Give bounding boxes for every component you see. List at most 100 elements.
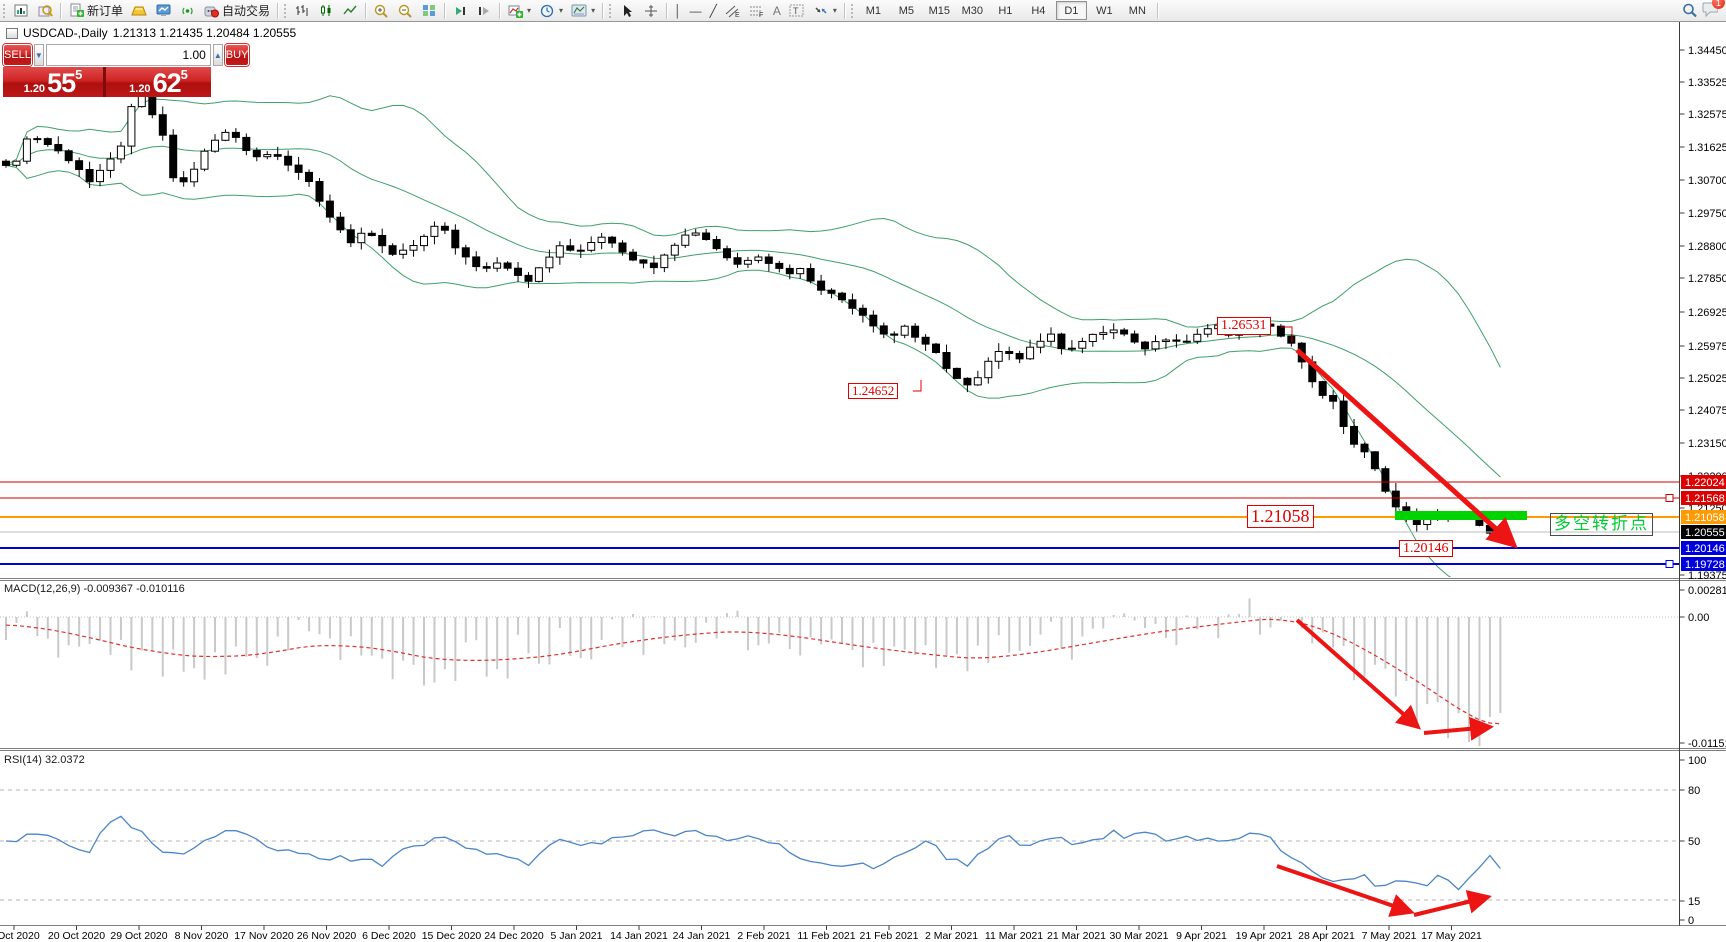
price-badge: [1681, 491, 1726, 505]
zoom-out-button[interactable]: [393, 1, 417, 20]
depth-of-market-button[interactable]: [151, 1, 175, 20]
buy-price-big: 62: [152, 68, 182, 98]
add-indicator-icon: [507, 3, 523, 19]
candlestick-chart-button[interactable]: [314, 1, 338, 20]
auto-scroll-icon: [452, 3, 468, 19]
signals-button[interactable]: [175, 1, 199, 20]
separator: [666, 2, 668, 19]
line-chart-button[interactable]: [338, 1, 362, 20]
support-zone[interactable]: [1395, 511, 1527, 520]
chart-window-icon: [13, 3, 29, 19]
chevron-down-icon: ▾: [591, 6, 596, 15]
crosshair-tool[interactable]: [639, 1, 663, 20]
periods-dropdown[interactable]: ▾: [535, 1, 567, 20]
macd-label: MACD(12,26,9) -0.009367 -0.010116: [4, 583, 185, 595]
sell-button[interactable]: SELL: [3, 44, 32, 66]
gold-ingot-icon: [131, 3, 147, 19]
price-label-120146[interactable]: 1.20146: [1399, 540, 1453, 557]
timeframe-m15[interactable]: M15: [928, 4, 951, 17]
trendline-icon: ╱: [709, 3, 717, 18]
date-tick-label: 26 Nov 2020: [297, 930, 357, 942]
axis-tick-label: -0.011518: [1688, 738, 1726, 750]
tile-windows-button[interactable]: [417, 1, 441, 20]
support-highlight-bar[interactable]: [1395, 511, 1527, 520]
equidistant-channel-icon: E: [725, 3, 741, 19]
buy-button[interactable]: BUY: [224, 44, 250, 66]
price-badge: [1681, 510, 1726, 524]
timeframe-d1[interactable]: D1: [1055, 1, 1087, 20]
timeframe-m30[interactable]: M30: [961, 4, 984, 17]
fibonacci-icon: F: [749, 3, 765, 19]
volume-increase-button[interactable]: ▲: [212, 44, 223, 66]
price-badge-label: 1.22024: [1685, 477, 1725, 489]
sell-price-tile[interactable]: 1.20 55 5: [3, 67, 106, 97]
line-drag-handle[interactable]: [1665, 560, 1674, 568]
fibonacci-tool[interactable]: F: [745, 1, 769, 20]
search-icon: [1682, 3, 1698, 19]
chart-shift-button[interactable]: [472, 1, 496, 20]
arrow-objects-icon: [813, 3, 829, 19]
volume-decrease-button[interactable]: ▼: [33, 44, 44, 66]
arrows-dropdown[interactable]: ▾: [809, 1, 841, 20]
axis-tick-label: 1.19375: [1688, 570, 1726, 582]
notifications-button[interactable]: 1: [1702, 0, 1725, 20]
indicators-dropdown[interactable]: ▾: [503, 1, 535, 20]
autotrading-button[interactable]: 自动交易: [199, 1, 274, 20]
bar-chart-button[interactable]: [290, 1, 314, 20]
text-tool[interactable]: A: [769, 1, 785, 20]
zoom-in-icon: [373, 3, 389, 19]
templates-dropdown[interactable]: ▾: [567, 1, 599, 20]
zoom-out-icon: [397, 3, 413, 19]
turning-point-note[interactable]: 多空转折点: [1550, 513, 1653, 536]
price-badge: [1681, 557, 1726, 571]
crosshair-icon: [643, 3, 659, 19]
timeframe-mn[interactable]: MN: [1128, 4, 1146, 17]
zoom-in-button[interactable]: [369, 1, 393, 20]
styler-button[interactable]: [127, 1, 151, 20]
axis-tick-label: 0.00: [1688, 612, 1709, 624]
text-label-tool[interactable]: T: [785, 1, 809, 20]
date-tick-label: 14 Jan 2021: [610, 930, 668, 942]
rsi-pane: [0, 789, 1679, 901]
chart-canvas[interactable]: 1.34450 1.33525 1.32575 1.31625 1.30700 1.297…: [0, 21, 1726, 942]
chart-window-button[interactable]: [9, 1, 33, 20]
separator: [365, 2, 367, 19]
vertical-line-tool[interactable]: │: [670, 1, 686, 20]
red-trend-arrow: [1295, 348, 1518, 549]
auto-scroll-button[interactable]: [448, 1, 472, 20]
axis-tick-label: 0.002816: [1688, 585, 1726, 597]
new-order-button[interactable]: 新订单: [64, 1, 127, 20]
horizontal-line-tool[interactable]: —: [686, 1, 706, 20]
axis-tick-label: 1.34450: [1688, 45, 1726, 57]
date-tick-label: 28 Apr 2021: [1298, 930, 1355, 942]
line-drag-handle[interactable]: [1665, 494, 1674, 502]
buy-price-base: 1.20: [129, 83, 151, 95]
separator: [444, 2, 446, 19]
date-tick-label: 15 Dec 2020: [422, 930, 482, 942]
search-button[interactable]: [1678, 1, 1702, 20]
timeframe-m1[interactable]: M1: [865, 4, 881, 17]
channel-tool[interactable]: E: [721, 1, 745, 20]
autotrading-label: 自动交易: [222, 4, 271, 18]
price-label-124652[interactable]: 1.24652: [848, 383, 899, 399]
date-tick-label: 9 Apr 2021: [1176, 930, 1227, 942]
timeframe-m5[interactable]: M5: [898, 4, 914, 17]
timeframe-h1[interactable]: H1: [998, 4, 1013, 17]
svg-text:F: F: [759, 12, 763, 18]
buy-price-tile[interactable]: 1.20 62 5: [106, 67, 211, 97]
date-tick-label: 24 Dec 2020: [484, 930, 544, 942]
trendline-tool[interactable]: ╱: [706, 1, 721, 20]
separator: [499, 2, 501, 19]
horizontal-line-icon: —: [689, 3, 702, 18]
profile-search-button[interactable]: [33, 1, 57, 20]
timeframe-h4[interactable]: H4: [1031, 4, 1046, 17]
volume-input[interactable]: [45, 44, 211, 66]
timeframe-w1[interactable]: W1: [1096, 4, 1113, 17]
axis-tick-label: 1.27850: [1688, 273, 1726, 285]
price-axis: 1.34450 1.33525 1.32575 1.31625 1.30700 1.297…: [1679, 45, 1726, 927]
cursor-tool[interactable]: [615, 1, 639, 20]
price-label-121058[interactable]: 1.21058: [1247, 505, 1314, 528]
date-tick-label: 8 Nov 2020: [175, 930, 229, 942]
price-label-126531[interactable]: 1.26531: [1217, 317, 1271, 335]
